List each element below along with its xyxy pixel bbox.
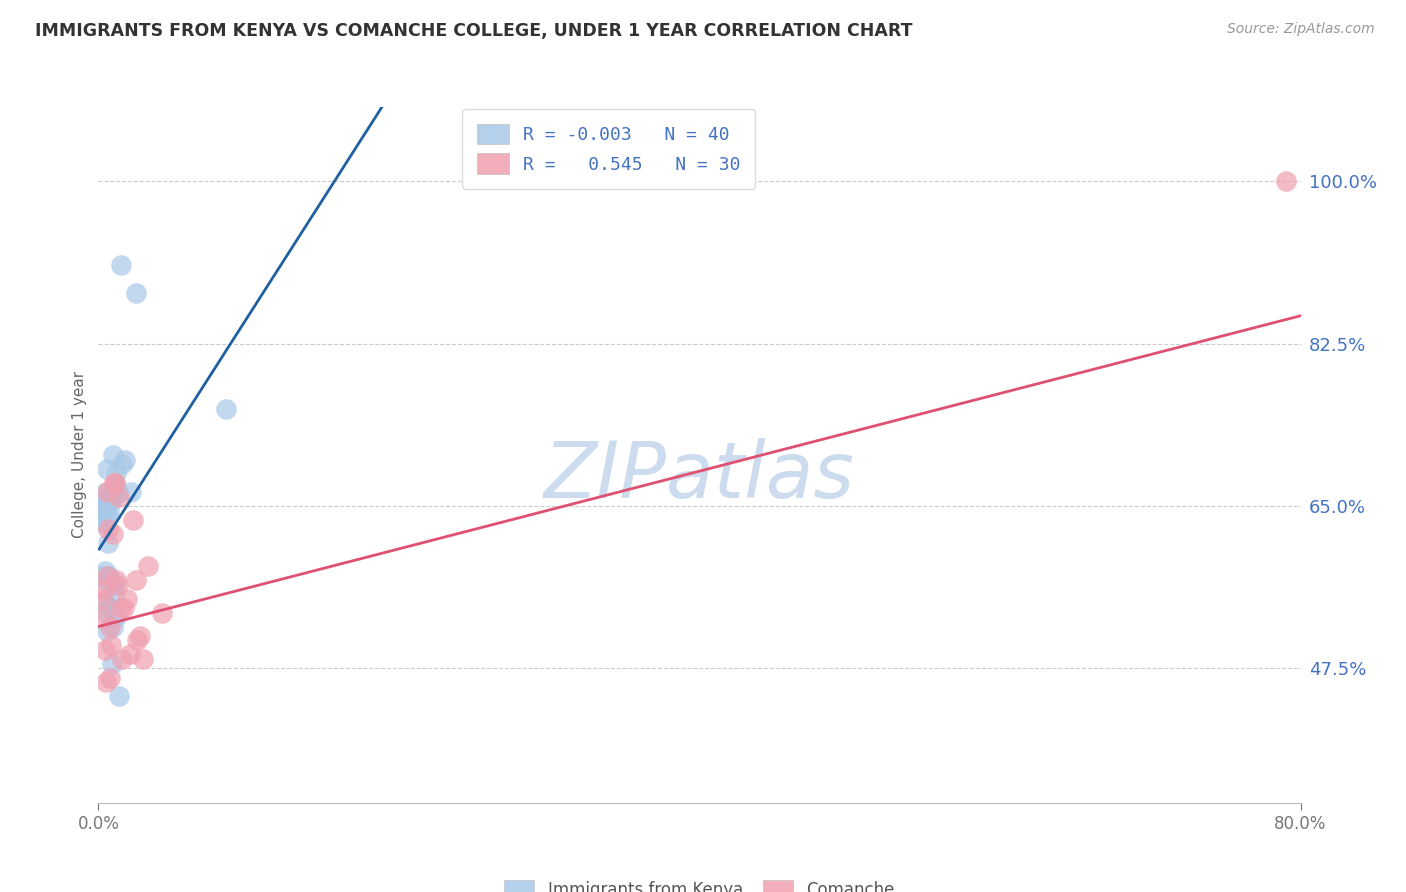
Point	[93, 503, 115, 517]
Point	[96, 624, 118, 639]
Point	[94, 564, 117, 578]
Point	[103, 578, 125, 592]
Point	[101, 657, 124, 671]
Point	[112, 601, 135, 615]
Point	[96, 490, 118, 504]
Point	[103, 448, 125, 462]
Point	[108, 490, 131, 504]
Point	[91, 513, 114, 527]
Point	[100, 638, 122, 652]
Point	[104, 587, 127, 601]
Point	[105, 573, 128, 587]
Text: Source: ZipAtlas.com: Source: ZipAtlas.com	[1227, 22, 1375, 37]
Point	[105, 467, 128, 481]
Point	[97, 522, 120, 536]
Point	[136, 559, 159, 574]
Point	[93, 596, 115, 610]
Point	[150, 606, 173, 620]
Point	[100, 601, 122, 615]
Point	[132, 652, 155, 666]
Point	[100, 494, 122, 508]
Point	[107, 485, 129, 500]
Point	[94, 642, 117, 657]
Point	[215, 401, 238, 416]
Point	[90, 499, 112, 513]
Point	[91, 494, 114, 508]
Point	[107, 578, 129, 592]
Point	[115, 591, 138, 606]
Point	[104, 475, 127, 490]
Point	[101, 485, 124, 500]
Point	[96, 485, 118, 500]
Text: IMMIGRANTS FROM KENYA VS COMANCHE COLLEGE, UNDER 1 YEAR CORRELATION CHART: IMMIGRANTS FROM KENYA VS COMANCHE COLLEG…	[35, 22, 912, 40]
Point	[111, 652, 134, 666]
Point	[97, 568, 120, 582]
Point	[96, 606, 118, 620]
Point	[96, 568, 118, 582]
Point	[110, 258, 132, 272]
Point	[94, 573, 117, 587]
Y-axis label: College, Under 1 year: College, Under 1 year	[72, 371, 87, 539]
Point	[101, 619, 124, 633]
Point	[125, 573, 148, 587]
Text: ZIPatlas: ZIPatlas	[544, 438, 855, 514]
Point	[122, 513, 145, 527]
Point	[110, 601, 132, 615]
Point	[111, 457, 134, 471]
Point	[98, 601, 121, 615]
Point	[108, 689, 131, 703]
Point	[101, 526, 124, 541]
Point	[100, 671, 122, 685]
Point	[97, 503, 120, 517]
Point	[114, 452, 136, 467]
Point	[94, 485, 117, 500]
Point	[103, 475, 125, 490]
Point	[127, 633, 149, 648]
Point	[104, 475, 127, 490]
Point	[93, 582, 115, 597]
Point	[104, 610, 127, 624]
Point	[1274, 174, 1296, 188]
Point	[103, 490, 125, 504]
Point	[91, 591, 114, 606]
Point	[91, 568, 114, 582]
Point	[93, 610, 115, 624]
Point	[125, 285, 148, 300]
Point	[93, 517, 115, 532]
Legend: Immigrants from Kenya, Comanche: Immigrants from Kenya, Comanche	[495, 871, 904, 892]
Point	[96, 508, 118, 523]
Point	[98, 619, 121, 633]
Point	[93, 494, 115, 508]
Point	[97, 536, 120, 550]
Point	[118, 648, 141, 662]
Point	[121, 485, 143, 500]
Point	[129, 629, 152, 643]
Point	[96, 462, 118, 476]
Point	[94, 675, 117, 690]
